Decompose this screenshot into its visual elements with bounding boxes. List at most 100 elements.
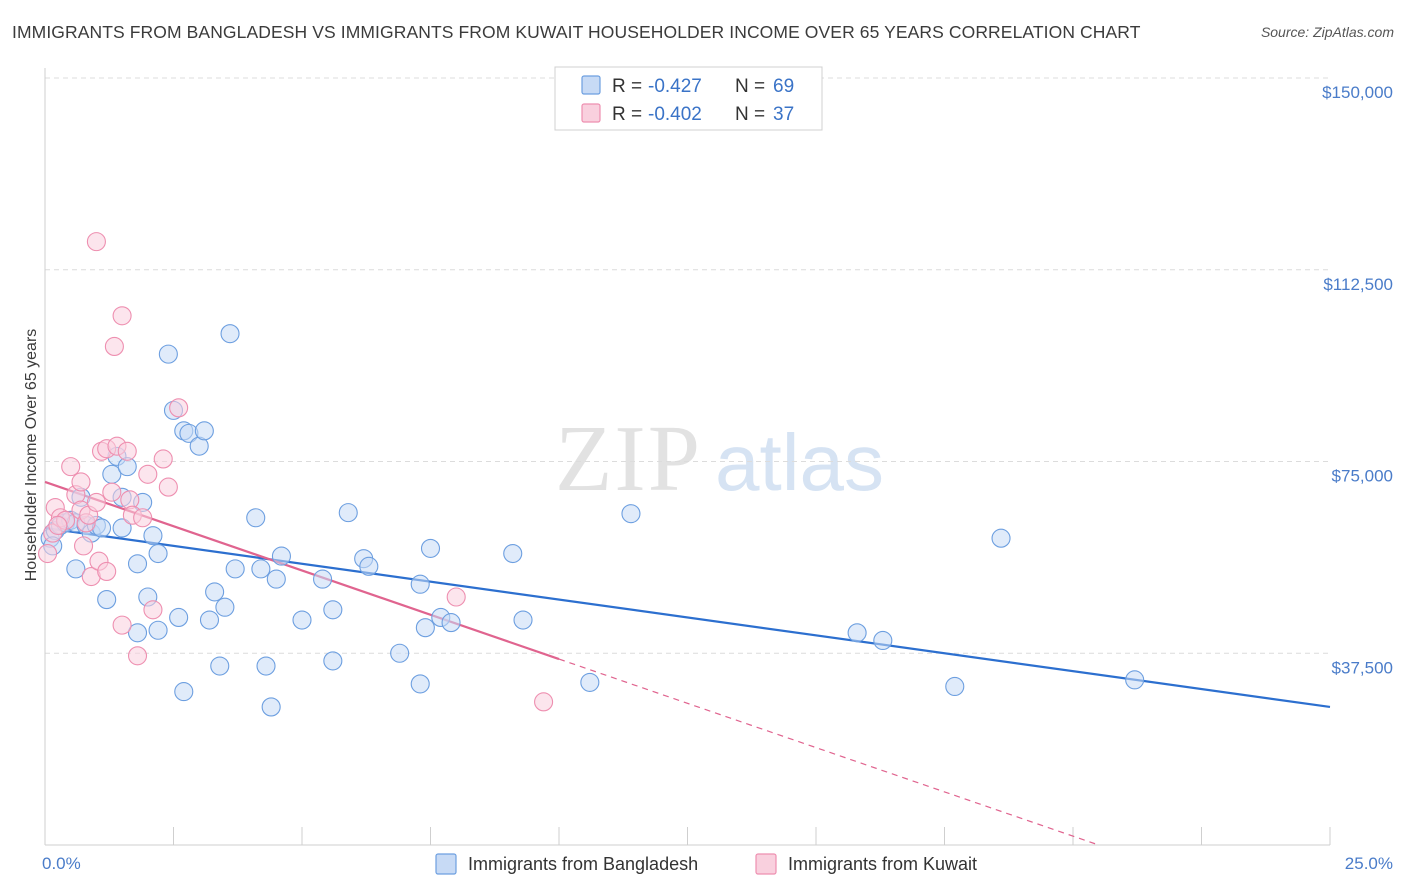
- point-bangladesh-45: [292, 610, 312, 630]
- trend-lines: [44, 480, 1331, 846]
- point-bangladesh-42: [261, 697, 281, 717]
- x-tick-labels: 0.0% 25.0%: [42, 854, 1393, 873]
- point-bangladesh-23: [148, 620, 168, 640]
- legend-r-value-1: -0.427: [648, 76, 702, 97]
- point-kuwait-7: [71, 472, 91, 492]
- point-bangladesh-53: [410, 574, 430, 594]
- correlation-legend: R = -0.427 N = 69 R = -0.402 N = 37: [554, 66, 823, 131]
- point-bangladesh-22: [143, 526, 163, 546]
- point-bangladesh-37: [220, 324, 240, 344]
- point-bangladesh-39: [246, 508, 266, 528]
- x-tick-label-0: 0.0%: [42, 854, 81, 873]
- point-kuwait-35: [534, 692, 554, 712]
- bottom-legend-label-kuwait: Immigrants from Kuwait: [788, 854, 977, 874]
- source-credit: Source: ZipAtlas.com: [1260, 24, 1394, 40]
- point-bangladesh-33: [199, 610, 220, 630]
- point-bangladesh-64: [873, 630, 893, 651]
- y-tick-label-1: $75,000: [1332, 467, 1393, 486]
- point-bangladesh-65: [945, 676, 965, 697]
- bottom-legend-label-bangladesh: Immigrants from Bangladesh: [468, 854, 698, 874]
- point-bangladesh-44: [271, 546, 291, 566]
- point-bangladesh-46: [313, 569, 333, 589]
- point-kuwait-15: [86, 232, 106, 252]
- point-bangladesh-66: [991, 528, 1011, 548]
- legend-r-label-2: R =: [612, 104, 647, 125]
- point-kuwait-36: [48, 515, 68, 535]
- point-kuwait-31: [153, 449, 173, 469]
- bottom-legend-swatch-kuwait: [755, 853, 777, 875]
- point-kuwait-22: [112, 306, 132, 326]
- legend-n-value-1: 69: [773, 76, 794, 97]
- point-kuwait-0: [38, 543, 58, 564]
- point-bangladesh-38: [225, 559, 245, 579]
- bottom-legend-swatch-bangladesh: [435, 853, 457, 875]
- point-kuwait-5: [61, 457, 81, 477]
- point-bangladesh-25: [158, 344, 178, 364]
- point-bangladesh-32: [194, 421, 214, 441]
- trend-line-bangladesh: [44, 526, 1331, 709]
- point-bangladesh-18: [127, 554, 148, 574]
- legend-n-value-2: 37: [773, 104, 794, 125]
- watermark-zip: ZIP: [555, 407, 702, 511]
- point-bangladesh-11: [66, 559, 86, 579]
- point-bangladesh-40: [251, 559, 271, 579]
- point-bangladesh-47: [323, 600, 343, 620]
- point-bangladesh-63: [847, 623, 867, 643]
- point-bangladesh-43: [266, 569, 286, 589]
- point-bangladesh-59: [503, 543, 523, 564]
- legend-r-label-1: R =: [612, 76, 647, 97]
- point-bangladesh-16: [112, 518, 132, 538]
- point-bangladesh-36: [215, 597, 235, 617]
- point-bangladesh-12: [97, 590, 117, 610]
- y-tick-label-0: $37,500: [1332, 658, 1393, 677]
- legend-n-label-1: N =: [735, 76, 770, 97]
- point-bangladesh-41: [256, 656, 276, 676]
- point-kuwait-30: [143, 600, 163, 620]
- zipatlas-watermark: ZIP atlas: [555, 407, 884, 511]
- legend-n-label-2: N =: [735, 104, 770, 125]
- point-bangladesh-55: [415, 618, 435, 638]
- point-bangladesh-62: [621, 504, 641, 524]
- point-bangladesh-27: [169, 607, 189, 628]
- point-kuwait-29: [138, 464, 158, 484]
- point-bangladesh-35: [210, 656, 230, 676]
- chart-title: IMMIGRANTS FROM BANGLADESH VS IMMIGRANTS…: [12, 22, 1141, 42]
- trend-line-kuwait-extension: [558, 658, 1099, 846]
- axes: [44, 68, 1331, 846]
- point-bangladesh-49: [338, 503, 358, 523]
- point-bangladesh-51: [359, 556, 379, 576]
- point-kuwait-32: [158, 477, 178, 497]
- point-kuwait-19: [102, 482, 122, 502]
- y-tick-label-2: $112,500: [1323, 275, 1393, 294]
- point-kuwait-34: [446, 587, 466, 607]
- point-bangladesh-56: [420, 538, 441, 558]
- data-points: [38, 232, 1145, 717]
- legend-r-value-2: -0.402: [648, 104, 702, 125]
- point-kuwait-13: [86, 492, 106, 512]
- point-bangladesh-29: [174, 682, 194, 702]
- point-kuwait-33: [169, 398, 189, 418]
- point-kuwait-20: [104, 336, 124, 357]
- point-kuwait-24: [117, 441, 137, 461]
- point-bangladesh-60: [513, 610, 533, 630]
- point-kuwait-28: [133, 508, 153, 528]
- y-tick-labels: $37,500 $75,000 $112,500 $150,000: [1322, 83, 1393, 677]
- series-legend: Immigrants from Bangladesh Immigrants fr…: [435, 853, 977, 875]
- legend-swatch-bangladesh: [581, 75, 601, 95]
- point-bangladesh-34: [205, 582, 225, 602]
- point-bangladesh-58: [441, 613, 461, 633]
- point-bangladesh-52: [390, 643, 410, 663]
- legend-swatch-kuwait: [581, 103, 601, 123]
- point-kuwait-23: [112, 615, 132, 635]
- point-kuwait-18: [97, 561, 117, 581]
- watermark-atlas: atlas: [715, 418, 884, 507]
- y-tick-label-3: $150,000: [1322, 83, 1393, 102]
- x-tick-label-1: 25.0%: [1345, 854, 1393, 873]
- point-bangladesh-61: [580, 672, 600, 692]
- point-bangladesh-24: [148, 543, 168, 564]
- point-kuwait-9: [74, 536, 94, 556]
- y-axis-title: Householder Income Over 65 years: [23, 329, 40, 582]
- point-bangladesh-67: [1125, 670, 1145, 690]
- point-bangladesh-54: [410, 674, 430, 694]
